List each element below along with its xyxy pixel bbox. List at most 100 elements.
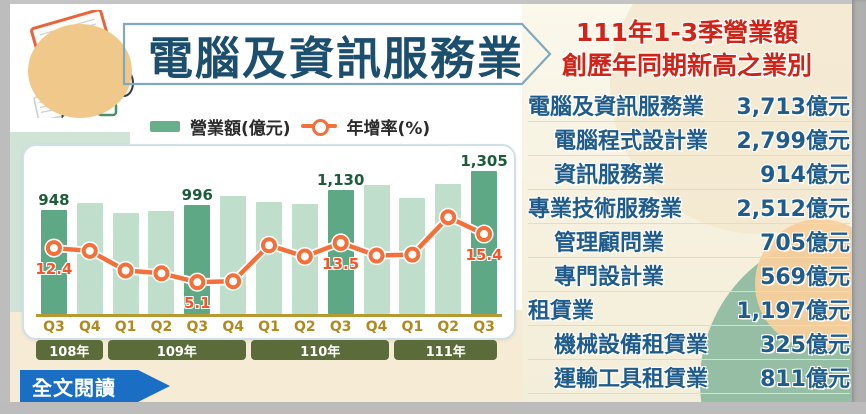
x-tick-12: Q3 [473, 319, 495, 335]
industry-row: 租賃業 1,197億元 [528, 292, 850, 326]
line-marker-10 [404, 246, 421, 263]
industry-row: 專業技術服務業 2,512億元 [528, 190, 850, 224]
bar-Q3-0 [40, 210, 67, 314]
industry-name: 電腦程式設計業 [554, 128, 709, 154]
year-band-109年: 109年 [107, 340, 247, 360]
line-marker-1 [81, 242, 98, 259]
line-marker-2 [117, 262, 134, 279]
industry-value: 914億元 [760, 162, 850, 188]
industry-name: 機械設備租賃業 [554, 332, 709, 358]
industry-name: 管理顧問業 [554, 230, 665, 256]
line-marker-8 [332, 234, 349, 251]
legend-bar-label: 營業額(億元) [190, 118, 291, 139]
industry-row: 資訊服務業 914億元 [528, 156, 850, 190]
right-panel-headline: 111年1-3季營業額 創歷年同期新高之業別 [522, 16, 852, 82]
frame-bevel-bottom [0, 402, 866, 414]
x-tick-6: Q1 [258, 319, 280, 335]
industry-row: 電腦及資訊服務業 3,713億元 [528, 88, 850, 122]
frame-bevel-right [852, 0, 866, 414]
line-value-label-12: 15.4 [465, 246, 503, 265]
line-marker-12 [476, 226, 493, 243]
bar-value-label-4: 996 [181, 185, 213, 204]
industry-value: 811億元 [760, 366, 850, 392]
industry-row: 電腦程式設計業 2,799億元 [528, 122, 850, 156]
bar-Q4-5 [220, 196, 247, 314]
chart-plot-area: 12.4 5.1 13.5 15.4 948 996 1,130 1,305 [35, 152, 508, 314]
legend-line-label: 年增率(%) [346, 118, 431, 139]
bar-value-label-12: 1,305 [460, 152, 508, 171]
x-tick-5: Q4 [222, 319, 244, 335]
industry-name: 專業技術服務業 [528, 196, 683, 222]
frame-bevel-left [0, 0, 10, 414]
bar-series [36, 154, 502, 314]
industry-row: 運輸工具租賃業 811億元 [528, 360, 850, 394]
read-more-button[interactable]: 全文閱讀 [20, 370, 170, 402]
title-banner: 電腦及資訊服務業 [118, 20, 556, 88]
frame-bevel-top [0, 0, 866, 4]
legend-bar-swatch-icon [150, 120, 180, 132]
bar-Q3-4 [184, 204, 211, 314]
x-tick-10: Q1 [401, 319, 424, 335]
line-value-label-4: 5.1 [184, 294, 211, 313]
x-tick-4: Q3 [186, 319, 209, 335]
legend-line-marker-icon [300, 118, 337, 136]
industry-name: 資訊服務業 [554, 162, 665, 188]
line-value-label-0: 12.4 [35, 260, 73, 279]
x-tick-7: Q2 [294, 319, 316, 335]
page-title: 電腦及資訊服務業 [147, 31, 524, 85]
bar-value-label-0: 948 [38, 191, 70, 210]
industry-value: 569億元 [760, 264, 850, 290]
x-tick-2: Q1 [114, 319, 137, 335]
year-band-108年: 108年 [36, 340, 103, 360]
read-more-arrow-shape [20, 370, 170, 402]
background-orange-circle [755, 219, 852, 349]
x-tick-11: Q2 [437, 319, 460, 335]
line-marker-3 [153, 265, 170, 282]
bar-Q2-11 [435, 184, 462, 314]
headline-line-1: 111年1-3季營業額 [575, 18, 799, 47]
industry-value: 2,799億元 [736, 128, 850, 154]
industry-name: 租賃業 [528, 298, 595, 324]
line-marker-11 [440, 209, 457, 226]
industry-value: 1,197億元 [736, 298, 850, 324]
line-marker-9 [368, 247, 385, 264]
industry-name: 運輸工具租賃業 [554, 366, 709, 392]
industry-value: 2,512億元 [736, 196, 850, 222]
year-band-110年: 110年 [251, 340, 390, 360]
infographic-canvas: 電腦及資訊服務業 營業額(億元) 年增率(%) 12.4 5.1 13.5 15.4 … [10, 4, 852, 402]
x-tick-9: Q4 [365, 319, 388, 335]
industry-row: 管理顧問業 705億元 [528, 224, 850, 258]
right-panel: 111年1-3季營業額 創歷年同期新高之業別 電腦及資訊服務業 3,713億元 電腦… [522, 4, 852, 402]
industry-row: 機械設備租賃業 325億元 [528, 326, 850, 360]
line-marker-7 [296, 248, 313, 265]
line-marker-4 [189, 274, 206, 291]
bar-Q2-3 [148, 211, 175, 314]
chart-legend: 營業額(億元) 年增率(%) [150, 112, 430, 140]
year-band-111年: 111年 [394, 340, 497, 360]
industry-row: 專門設計業 569億元 [528, 258, 850, 292]
banner-chevron-outline [122, 22, 552, 86]
chart-card: 12.4 5.1 13.5 15.4 948 996 1,130 1,305 Q3 Q4 Q1 Q… [22, 144, 516, 340]
industry-value: 705億元 [760, 230, 850, 256]
x-tick-0: Q3 [43, 319, 65, 335]
x-tick-3: Q2 [150, 319, 173, 335]
industry-name: 電腦及資訊服務業 [528, 94, 705, 120]
line-marker-5 [225, 273, 242, 290]
industry-value: 3,713億元 [736, 94, 850, 120]
year-group-bands: 108年 109年 110年 111年 [34, 340, 512, 360]
line-value-label-8: 13.5 [322, 254, 360, 273]
chart-x-axis [36, 314, 502, 317]
read-more-label: 全文閱讀 [32, 375, 116, 400]
industry-value: 325億元 [760, 332, 850, 358]
quarter-tick-labels: Q3 Q4 Q1 Q2 Q3 Q4 Q1 Q2 Q3 Q4 Q1 Q2 Q3 [36, 319, 502, 337]
illustration-circle-backdrop [28, 24, 132, 118]
x-tick-8: Q3 [329, 319, 352, 335]
headline-line-2: 創歷年同期新高之業別 [561, 51, 812, 80]
line-marker-6 [261, 237, 277, 254]
line-series [44, 207, 494, 292]
line-marker-0 [45, 240, 62, 257]
x-tick-1: Q4 [78, 319, 101, 335]
industry-list: 電腦及資訊服務業 3,713億元 電腦程式設計業 2,799億元 資訊服務業 914億元專… [528, 88, 850, 394]
industry-name: 專門設計業 [554, 264, 665, 290]
